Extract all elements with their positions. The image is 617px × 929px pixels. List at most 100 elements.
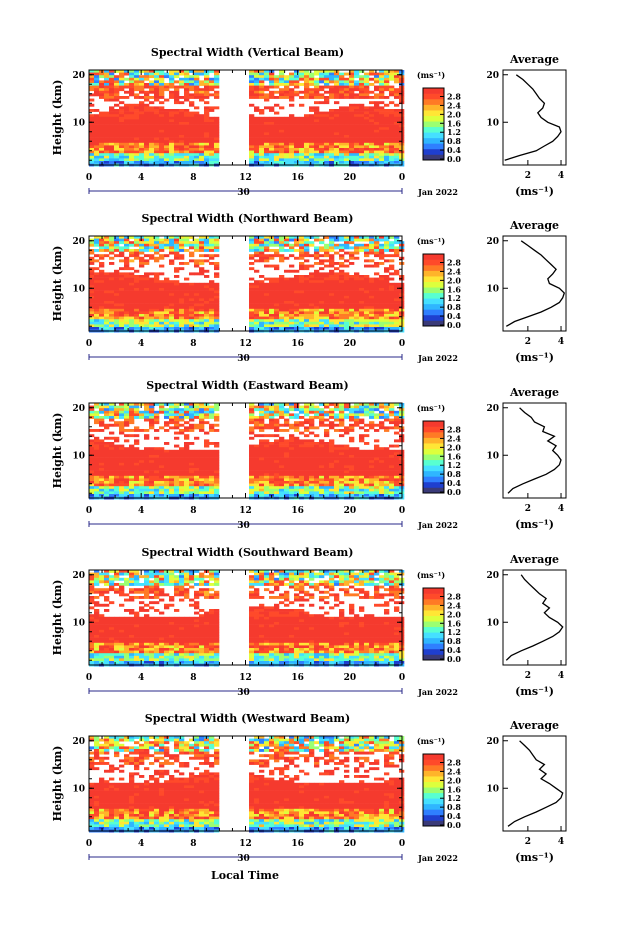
heatmap-cell	[184, 135, 190, 138]
heatmap-cell	[249, 85, 255, 89]
heatmap-cell	[249, 303, 255, 307]
heatmap-cell	[274, 116, 280, 120]
heatmap-cell	[124, 90, 130, 94]
heatmap-cell	[344, 308, 350, 312]
heatmap-cell	[389, 301, 395, 304]
heatmap-cell	[189, 254, 195, 258]
heatmap-cell	[184, 311, 190, 315]
heatmap-cell	[144, 236, 150, 239]
heatmap-cell	[374, 122, 380, 125]
heatmap-cell	[139, 321, 145, 325]
heatmap-cell	[254, 243, 260, 247]
heatmap-cell	[379, 132, 385, 136]
heatmap-cell	[169, 93, 175, 97]
heatmap-cell	[374, 140, 380, 144]
heatmap-cell	[324, 116, 330, 120]
heatmap-cell	[104, 246, 110, 250]
heatmap-cell	[264, 491, 270, 495]
heatmap-cell	[379, 319, 385, 323]
heatmap-cell	[114, 457, 120, 461]
heatmap-cell	[339, 298, 345, 302]
heatmap-cell	[269, 455, 275, 458]
heatmap-cell	[144, 465, 150, 469]
heatmap-cell	[154, 481, 160, 484]
heatmap-cell	[264, 457, 270, 461]
heatmap-cell	[199, 290, 205, 294]
heatmap-cell	[149, 457, 155, 461]
heatmap-cell	[174, 319, 180, 323]
heatmap-cell	[384, 153, 390, 157]
heatmap-cell	[184, 93, 190, 97]
heatmap-cell	[184, 142, 190, 146]
heatmap-cell	[269, 478, 275, 482]
heatmap-cell	[344, 106, 350, 110]
heatmap-cell	[294, 408, 300, 412]
heatmap-cell	[139, 114, 145, 118]
heatmap-cell	[169, 137, 175, 141]
heatmap-cell	[124, 85, 130, 89]
heatmap-cell	[159, 127, 165, 131]
heatmap-cell	[269, 293, 275, 297]
heatmap-cell	[134, 119, 140, 123]
heatmap-cell	[139, 140, 145, 144]
heatmap-cell	[119, 423, 125, 427]
heatmap-cell	[334, 93, 340, 97]
heatmap-cell	[169, 301, 175, 304]
heatmap-cell	[374, 96, 380, 99]
heatmap-cell	[319, 153, 325, 157]
heatmap-cell	[369, 243, 375, 247]
heatmap-cell	[279, 280, 285, 284]
heatmap-cell	[209, 150, 215, 154]
heatmap-cell	[109, 272, 115, 276]
heatmap-cell	[189, 494, 195, 497]
heatmap-cell	[119, 321, 125, 325]
heatmap-cell	[269, 483, 275, 487]
heatmap-cell	[99, 290, 105, 294]
heatmap-cell	[379, 90, 385, 94]
heatmap-cell	[159, 314, 165, 317]
heatmap-cell	[144, 77, 150, 81]
heatmap-cell	[364, 161, 370, 164]
heatmap-cell	[129, 457, 135, 461]
heatmap-cell	[304, 327, 310, 330]
heatmap-cell	[124, 301, 130, 304]
heatmap-cell	[319, 96, 325, 99]
heatmap-cell	[279, 452, 285, 456]
heatmap-cell	[174, 236, 180, 239]
heatmap-cell	[264, 288, 270, 291]
heatmap-cell	[124, 452, 130, 456]
heatmap-cell	[149, 282, 155, 286]
heatmap-cell	[374, 327, 380, 330]
heatmap-cell	[279, 403, 285, 406]
heatmap-cell	[134, 269, 140, 273]
heatmap-cell	[384, 96, 390, 99]
heatmap-cell	[104, 301, 110, 304]
heatmap-cell	[389, 155, 395, 159]
heatmap-cell	[284, 311, 290, 315]
heatmap-cell	[174, 488, 180, 492]
heatmap-cell	[164, 301, 170, 304]
heatmap-cell	[199, 88, 205, 92]
colorbar-tick-label: 1.6	[447, 284, 461, 294]
heatmap-cell	[209, 308, 215, 312]
heatmap-cell	[379, 109, 385, 112]
heatmap-cell	[159, 449, 165, 453]
heatmap-cell	[299, 158, 305, 162]
heatmap-cell	[299, 243, 305, 247]
heatmap-cell	[294, 486, 300, 490]
heatmap-cell	[304, 127, 310, 131]
heatmap-cell	[259, 306, 265, 310]
heatmap-cell	[294, 321, 300, 325]
heatmap-cell	[294, 90, 300, 94]
heatmap-cell	[269, 145, 275, 149]
heatmap-cell	[144, 436, 150, 440]
heatmap-cell	[104, 288, 110, 291]
heatmap-cell	[289, 434, 295, 438]
heatmap-cell	[264, 259, 270, 263]
colorbar-tick-label: 0.0	[447, 320, 461, 330]
heatmap-cell	[309, 295, 315, 299]
heatmap-cell	[164, 109, 170, 112]
heatmap-cell	[149, 481, 155, 484]
heatmap-cell	[214, 93, 220, 97]
heatmap-cell	[194, 72, 200, 76]
